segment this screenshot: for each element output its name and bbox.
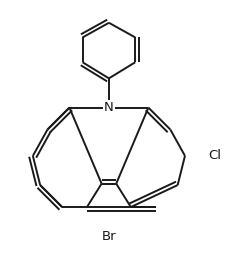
Text: Br: Br	[102, 231, 116, 243]
Text: N: N	[104, 101, 114, 114]
Text: Cl: Cl	[208, 149, 221, 162]
